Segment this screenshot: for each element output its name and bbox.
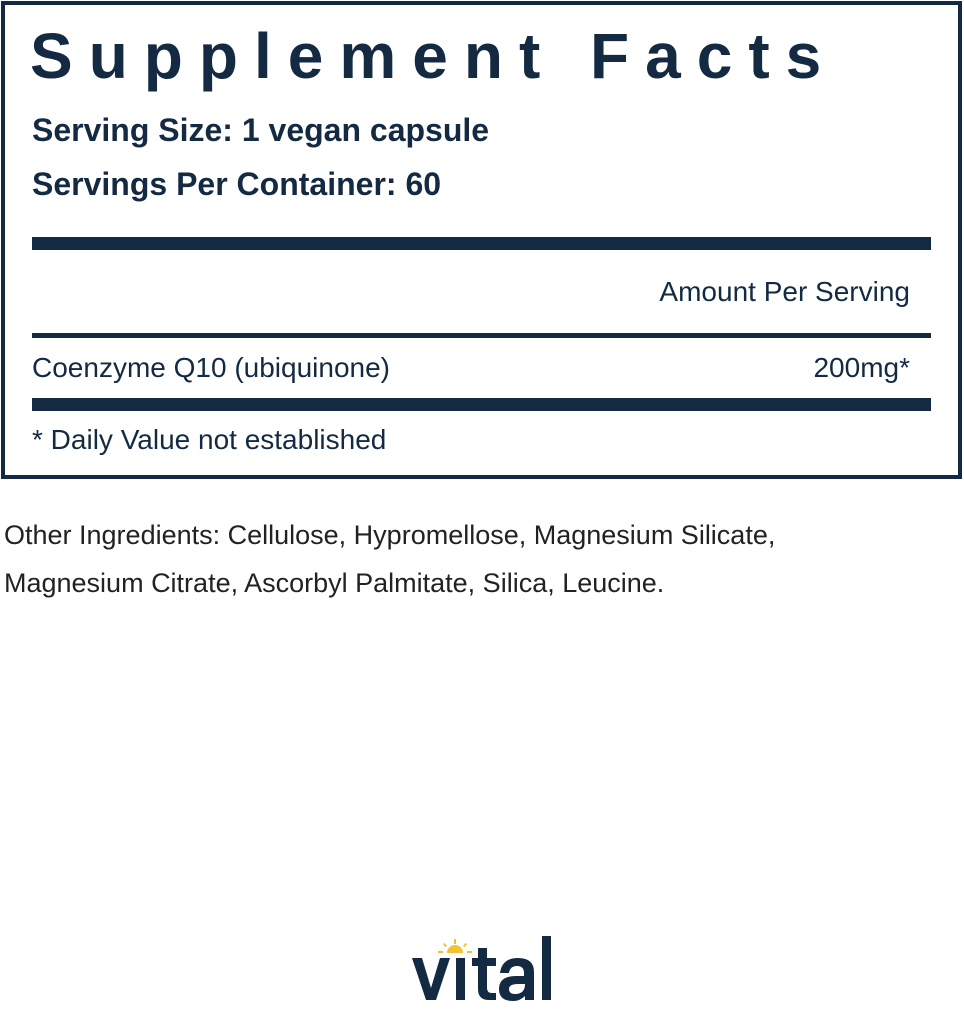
amount-header: Amount Per Serving xyxy=(659,276,910,307)
sun-icon xyxy=(438,939,472,953)
ingredient-name: Coenzyme Q10 (ubiquinone) xyxy=(32,352,390,383)
serving-size: Serving Size: 1 vegan capsule xyxy=(32,112,490,148)
logo-wordmark xyxy=(412,936,551,1001)
supplement-facts-panel xyxy=(1,1,962,479)
other-ingredients-line: Other Ingredients: Cellulose, Hypromello… xyxy=(4,520,776,550)
thick-divider xyxy=(32,398,931,411)
panel-title: Supplement Facts xyxy=(30,20,838,92)
other-ingredients-line: Magnesium Citrate, Ascorbyl Palmitate, S… xyxy=(4,568,665,598)
footnote: * Daily Value not established xyxy=(32,424,387,455)
vital-nutrients-logo xyxy=(412,936,551,1001)
servings-per-container: Servings Per Container: 60 xyxy=(32,166,442,202)
thick-divider xyxy=(32,237,931,250)
thin-divider xyxy=(32,333,931,338)
ingredient-amount: 200mg* xyxy=(813,352,910,383)
